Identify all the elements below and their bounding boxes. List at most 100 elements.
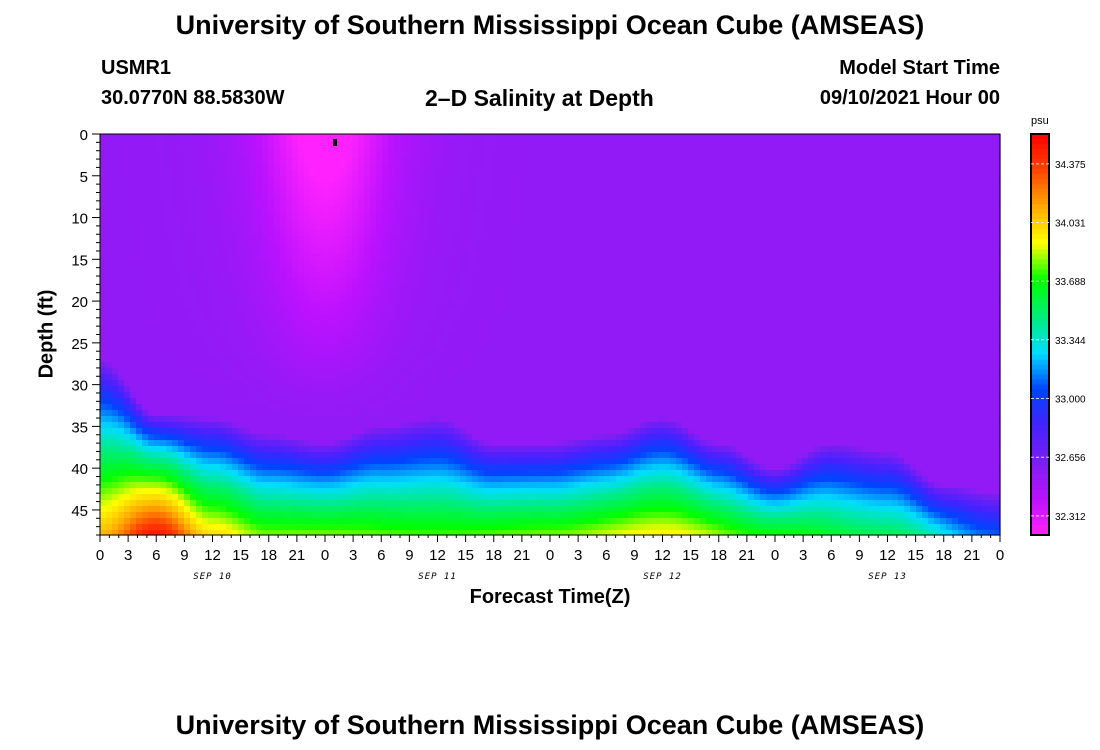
heatmap-cell [400,386,407,393]
heatmap-cell [382,368,389,375]
heatmap-cell [304,242,311,249]
heatmap-cell [232,488,239,495]
heatmap-cell [388,464,395,471]
heatmap-cell [202,194,209,201]
heatmap-cell [412,242,419,249]
heatmap-cell [292,362,299,369]
heatmap-cell [118,470,125,477]
heatmap-cell [238,158,245,165]
heatmap-cell [208,194,215,201]
heatmap-cell [328,476,335,483]
heatmap-cell [292,176,299,183]
heatmap-cell [268,302,275,309]
heatmap-cell [394,428,401,435]
heatmap-cell [316,140,323,147]
heatmap-cell [490,140,497,147]
heatmap-cell [376,272,383,279]
heatmap-cell [190,392,197,399]
heatmap-cell [472,224,479,231]
heatmap-cell [388,260,395,267]
heatmap-cell [298,464,305,471]
heatmap-cell [226,458,233,465]
heatmap-cell [538,272,545,279]
heatmap-cell [508,470,515,477]
heatmap-cell [148,206,155,213]
heatmap-cell [382,260,389,267]
heatmap-cell [370,272,377,279]
heatmap-cell [538,392,545,399]
heatmap-cell [196,422,203,429]
heatmap-cell [352,326,359,333]
heatmap-cell [490,242,497,249]
heatmap-cell [280,278,287,285]
heatmap-cell [244,146,251,153]
heatmap-cell [250,170,257,177]
heatmap-cell [466,254,473,261]
heatmap-cell [400,350,407,357]
heatmap-cell [448,266,455,273]
heatmap-cell [148,200,155,207]
heatmap-cell [172,398,179,405]
heatmap-cell [226,524,233,531]
heatmap-cell [274,200,281,207]
heatmap-cell [328,350,335,357]
heatmap-cell [292,398,299,405]
heatmap-cell [208,500,215,507]
heatmap-cell [436,428,443,435]
heatmap-cell [508,368,515,375]
heatmap-cell [442,188,449,195]
heatmap-cell [394,134,401,141]
heatmap-cell [412,206,419,213]
heatmap-cell [250,320,257,327]
heatmap-cell [352,140,359,147]
heatmap-cell [238,512,245,519]
heatmap-cell [112,374,119,381]
heatmap-cell [172,434,179,441]
heatmap-cell [160,488,167,495]
heatmap-cell [370,302,377,309]
heatmap-cell [304,236,311,243]
heatmap-cell [184,314,191,321]
heatmap-cell [244,374,251,381]
heatmap-cell [430,140,437,147]
heatmap-cell [418,380,425,387]
heatmap-cell [328,470,335,477]
heatmap-cell [160,368,167,375]
heatmap-cell [466,146,473,153]
heatmap-cell [274,218,281,225]
heatmap-cell [352,218,359,225]
heatmap-cell [178,158,185,165]
heatmap-cell [436,416,443,423]
heatmap-cell [346,248,353,255]
heatmap-cell [448,362,455,369]
heatmap-cell [190,518,197,525]
heatmap-cell [388,404,395,411]
heatmap-cell [220,362,227,369]
heatmap-cell [376,170,383,177]
heatmap-cell [454,506,461,513]
heatmap-cell [514,524,521,531]
heatmap-cell [202,368,209,375]
heatmap-cell [232,356,239,363]
heatmap-cell [454,500,461,507]
heatmap-cell [334,500,341,507]
heatmap-cell [316,512,323,519]
heatmap-cell [154,362,161,369]
heatmap-cell [142,506,149,513]
heatmap-cell [310,428,317,435]
heatmap-cell [490,494,497,501]
heatmap-cell [430,476,437,483]
heatmap-cell [328,488,335,495]
heatmap-cell [238,362,245,369]
heatmap-cell [328,134,335,141]
heatmap-cell [196,356,203,363]
heatmap-cell [394,140,401,147]
heatmap-cell [382,512,389,519]
heatmap-cell [208,464,215,471]
heatmap-cell [220,416,227,423]
heatmap-cell [172,284,179,291]
heatmap-cell [244,404,251,411]
heatmap-cell [472,314,479,321]
heatmap-cell [190,398,197,405]
heatmap-cell [340,320,347,327]
